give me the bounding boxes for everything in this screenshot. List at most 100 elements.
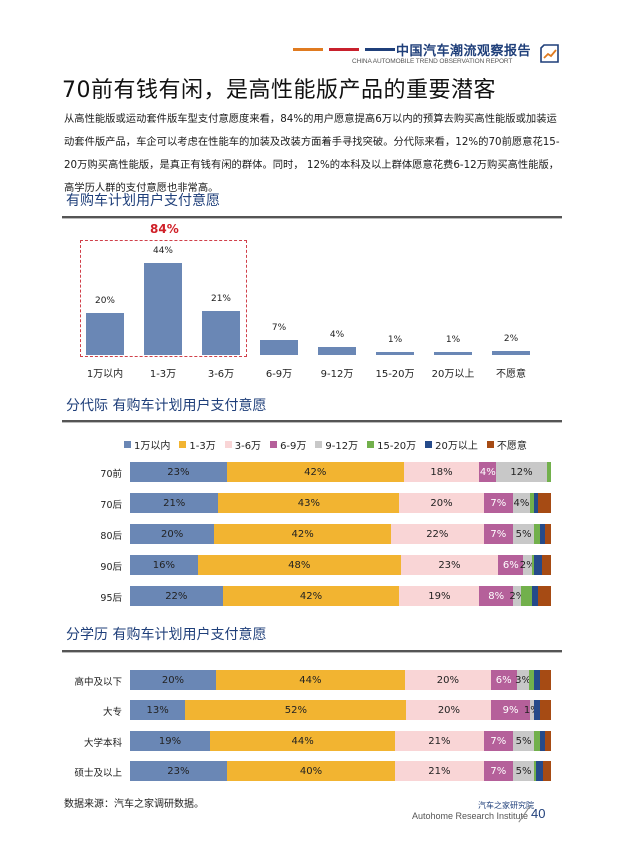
legend-swatch bbox=[224, 441, 232, 448]
bar-segment bbox=[533, 670, 541, 690]
bar-segment bbox=[521, 586, 532, 606]
bar-segment: 5% bbox=[513, 731, 535, 751]
bar-segment: 21% bbox=[395, 731, 484, 751]
bar bbox=[492, 350, 530, 355]
bar-category-label: 1-3万 bbox=[149, 369, 177, 380]
row-label: 高中及以下 bbox=[74, 677, 122, 688]
section-divider bbox=[62, 650, 562, 653]
bar-segment: 9% bbox=[491, 700, 530, 720]
bar-segment: 4% bbox=[479, 462, 497, 482]
legend-label: 1-3万 bbox=[189, 441, 216, 452]
section-divider bbox=[62, 216, 562, 219]
data-source: 数据来源：汽车之家调研数据。 bbox=[64, 799, 204, 810]
page-number: 40 bbox=[531, 806, 546, 821]
bar-segment bbox=[534, 524, 541, 544]
bar-value-label: 20% bbox=[94, 296, 115, 307]
row-label: 95后 bbox=[100, 593, 122, 604]
bar-segment: 42% bbox=[222, 586, 400, 606]
bar-segment bbox=[529, 493, 535, 513]
bar-value-label: 4% bbox=[329, 329, 345, 340]
chart-legend: 1万以内 1-3万 3-6万 6-9万 9-12万 15-20万 20万以上 不愿意 bbox=[124, 437, 527, 452]
row-label: 90后 bbox=[100, 562, 122, 573]
legend-item: 6-9万 bbox=[270, 437, 306, 452]
bar-segment: 22% bbox=[130, 586, 223, 606]
bar-segment: 20% bbox=[130, 670, 216, 690]
bar-segment: 42% bbox=[226, 462, 404, 482]
bar-category-label: 1万以内 bbox=[86, 369, 124, 380]
bar-segment: 20% bbox=[130, 524, 215, 544]
bar-segment: 7% bbox=[483, 524, 514, 544]
bar-segment: 2% bbox=[509, 586, 525, 606]
bar-segment: 20% bbox=[406, 700, 492, 720]
stacked-bar-row: 16% 48% 23% 6% 2% bbox=[130, 555, 551, 575]
bar-segment bbox=[542, 761, 551, 781]
bar-segment: 4% bbox=[513, 493, 530, 513]
bar-value-label: 7% bbox=[271, 323, 287, 334]
row-label: 大专 bbox=[102, 707, 122, 718]
bar-segment: 44% bbox=[215, 670, 405, 690]
bar-segment: 7% bbox=[483, 493, 514, 513]
bar-segment bbox=[540, 700, 551, 720]
bar-segment bbox=[546, 462, 551, 482]
bar-segment bbox=[540, 524, 545, 544]
bar-segment bbox=[534, 761, 537, 781]
legend-swatch bbox=[486, 441, 494, 448]
report-title: 中国汽车潮流观察报告 bbox=[396, 44, 532, 59]
bar-segment: 12% bbox=[496, 462, 547, 482]
bar-value-label: 44% bbox=[152, 246, 173, 257]
stacked-bar-row: 13% 52% 20% 9% 1% bbox=[130, 700, 551, 720]
section-title-education: 分学历 有购车计划用户支付意愿 bbox=[66, 627, 267, 643]
legend-label: 9-12万 bbox=[325, 441, 359, 452]
bar-value-label: 1% bbox=[445, 335, 461, 345]
intro-paragraph: 从高性能版或运动套件版车型支付意愿度来看，84%的用户愿意提高6万以内的预算去购… bbox=[64, 113, 560, 194]
bar-value-label: 21% bbox=[210, 294, 231, 305]
legend-item: 1-3万 bbox=[179, 437, 216, 452]
row-label: 80后 bbox=[100, 531, 122, 542]
bar-segment: 43% bbox=[218, 493, 400, 513]
row-label: 70后 bbox=[100, 500, 122, 511]
bar-segment bbox=[542, 555, 551, 575]
org-name-cn: 汽车之家研究院 bbox=[478, 801, 534, 810]
bar-category-label: 15-20万 bbox=[375, 369, 415, 380]
bar-segment: 18% bbox=[403, 462, 480, 482]
row-label: 硕士及以上 bbox=[74, 768, 122, 779]
bar-segment: 8% bbox=[479, 586, 514, 606]
bar-segment: 19% bbox=[130, 731, 210, 751]
highlight-label: 84% bbox=[150, 222, 179, 236]
bar-segment bbox=[544, 731, 551, 751]
section-divider bbox=[62, 420, 562, 423]
row-label: 大学本科 bbox=[83, 738, 122, 749]
bar-segment: 6% bbox=[498, 555, 524, 575]
bar bbox=[376, 352, 414, 355]
navy-line bbox=[365, 48, 395, 51]
stacked-bar-row: 21% 43% 20% 7% 4% bbox=[130, 493, 551, 513]
bar-segment: 5% bbox=[513, 761, 535, 781]
report-subtitle: CHINA AUTOMOBILE TREND OBSERVATION REPOR… bbox=[352, 58, 513, 65]
bar-segment bbox=[529, 670, 534, 690]
bar-segment: 20% bbox=[404, 670, 491, 690]
legend-item: 1万以内 bbox=[124, 437, 170, 452]
bar-segment: 22% bbox=[391, 524, 484, 544]
section-title-generation: 分代际 有购车计划用户支付意愿 bbox=[66, 398, 267, 414]
bar bbox=[434, 352, 472, 355]
bar-segment bbox=[533, 700, 541, 720]
header-decor-lines bbox=[293, 48, 395, 51]
legend-item: 15-20万 bbox=[367, 437, 416, 452]
org-name-en: Autohome Research Institute bbox=[412, 811, 529, 821]
bar-segment: 16% bbox=[130, 555, 198, 575]
bar-segment bbox=[534, 555, 543, 575]
legend-swatch bbox=[425, 441, 433, 448]
bar-category-label: 20万以上 bbox=[431, 369, 475, 380]
bar-segment bbox=[536, 761, 543, 781]
bar-segment bbox=[544, 524, 551, 544]
legend-label: 15-20万 bbox=[377, 441, 417, 452]
bar-segment bbox=[531, 555, 535, 575]
stacked-bar-row: 23% 40% 21% 7% 5% bbox=[130, 761, 551, 781]
bar-segment: 23% bbox=[400, 555, 499, 575]
bar bbox=[144, 263, 182, 355]
stacked-bar-row: 19% 44% 21% 7% 5% bbox=[130, 731, 551, 751]
bar-category-label: 不愿意 bbox=[496, 369, 526, 380]
stacked-bar-row: 20% 44% 20% 6% 3% bbox=[130, 670, 551, 690]
bar-segment: 7% bbox=[483, 761, 514, 781]
legend-label: 20万以上 bbox=[435, 441, 478, 452]
